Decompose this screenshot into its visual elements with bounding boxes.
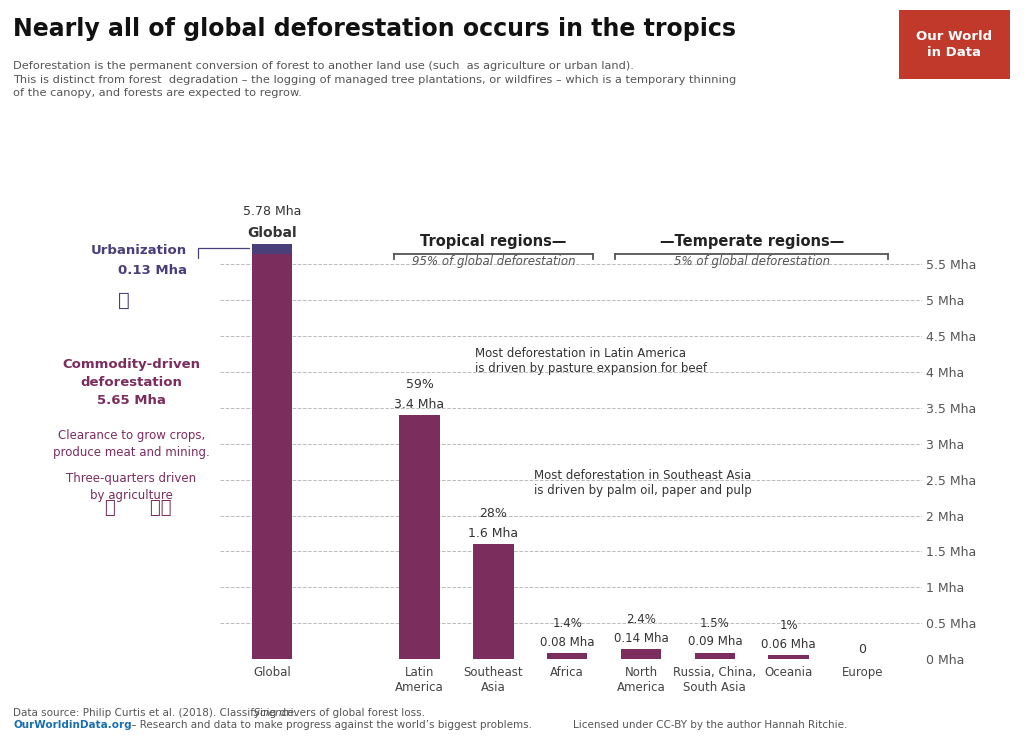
- Text: Three-quarters driven
by agriculture: Three-quarters driven by agriculture: [67, 473, 197, 503]
- Bar: [621, 649, 662, 659]
- Text: Licensed under CC-BY by the author Hannah Ritchie.: Licensed under CC-BY by the author Hanna…: [573, 720, 848, 730]
- Text: 0: 0: [858, 643, 866, 655]
- Bar: [252, 244, 292, 254]
- Text: —Temperate regions—: —Temperate regions—: [659, 234, 844, 249]
- Text: 0.08 Mha: 0.08 Mha: [540, 636, 595, 649]
- Bar: [473, 545, 514, 659]
- Text: 1.5%: 1.5%: [700, 616, 730, 630]
- Text: Most deforestation in Latin America
is driven by pasture expansion for beef: Most deforestation in Latin America is d…: [475, 348, 707, 375]
- Text: Most deforestation in Southeast Asia
is driven by palm oil, paper and pulp: Most deforestation in Southeast Asia is …: [534, 470, 752, 497]
- Text: 🧑‍🌾: 🧑‍🌾: [151, 500, 172, 518]
- Text: 🏢: 🏢: [119, 291, 130, 310]
- Bar: [399, 415, 440, 659]
- Text: 0.09 Mha: 0.09 Mha: [687, 635, 742, 649]
- Text: Data source: Philip Curtis et al. (2018). Classifying drivers of global forest l: Data source: Philip Curtis et al. (2018)…: [13, 708, 429, 718]
- Bar: [694, 652, 735, 659]
- Text: 28%: 28%: [479, 507, 507, 520]
- Text: 5% of global deforestation: 5% of global deforestation: [674, 255, 829, 268]
- Text: 2.4%: 2.4%: [626, 613, 656, 626]
- Bar: [768, 655, 809, 659]
- Text: 🐄: 🐄: [104, 500, 115, 518]
- Text: 5.78 Mha: 5.78 Mha: [243, 205, 301, 219]
- Text: Tropical regions—: Tropical regions—: [420, 234, 566, 249]
- Text: 59%: 59%: [406, 377, 433, 391]
- Text: 1.6 Mha: 1.6 Mha: [468, 527, 518, 540]
- Bar: [547, 653, 588, 659]
- Text: Our World
in Data: Our World in Data: [916, 30, 992, 58]
- Text: Commodity-driven
deforestation
5.65 Mha: Commodity-driven deforestation 5.65 Mha: [62, 358, 201, 407]
- Text: 3.4 Mha: 3.4 Mha: [394, 398, 444, 410]
- Text: 1.4%: 1.4%: [552, 617, 582, 631]
- Text: Urbanization: Urbanization: [91, 244, 187, 257]
- Text: 0.14 Mha: 0.14 Mha: [613, 631, 669, 645]
- Text: OurWorldinData.org: OurWorldinData.org: [13, 720, 132, 730]
- Text: 1%: 1%: [779, 619, 798, 632]
- Text: Clearance to grow crops,
produce meat and mining.: Clearance to grow crops, produce meat an…: [53, 429, 210, 459]
- Text: Science.: Science.: [13, 708, 297, 718]
- Text: Global: Global: [247, 226, 297, 240]
- Text: – Research and data to make progress against the world’s biggest problems.: – Research and data to make progress aga…: [128, 720, 532, 730]
- Text: Nearly all of global deforestation occurs in the tropics: Nearly all of global deforestation occur…: [13, 17, 736, 41]
- Text: 95% of global deforestation: 95% of global deforestation: [412, 255, 575, 268]
- Text: 0.13 Mha: 0.13 Mha: [118, 264, 187, 277]
- Text: 0.06 Mha: 0.06 Mha: [762, 637, 816, 650]
- Bar: [252, 254, 292, 659]
- Text: Deforestation is the permanent conversion of forest to another land use (such  a: Deforestation is the permanent conversio…: [13, 61, 736, 98]
